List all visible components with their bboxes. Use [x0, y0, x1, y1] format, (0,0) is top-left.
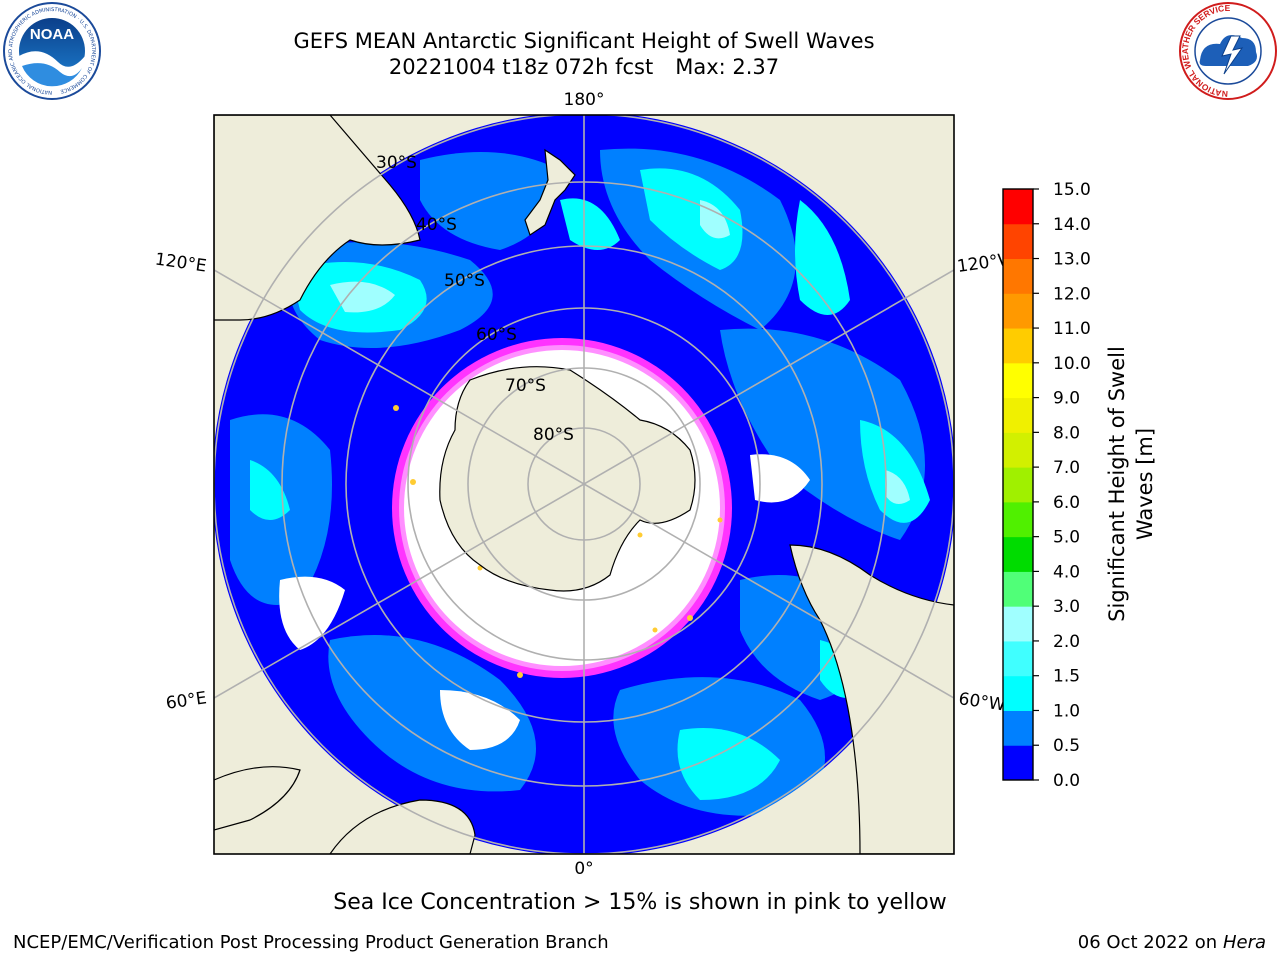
- colorbar-segment: [1003, 189, 1033, 225]
- colorbar-segment: [1003, 362, 1033, 399]
- colorbar-segment: [1003, 606, 1033, 642]
- date-host: Hera: [1222, 932, 1266, 953]
- colorbar-ticks: 0.0 0.5 1.0 1.5 2.0 3.0 4.0 5.0 6.0 7.0 8.0 9.0 10.0…: [1033, 180, 1091, 791]
- colorbar-segment: [1003, 328, 1033, 364]
- colorbar-tick-label: 12.0: [1053, 284, 1091, 304]
- colorbar-segment: [1003, 745, 1033, 781]
- date-text: 06 Oct 2022 on Hera: [1078, 932, 1266, 953]
- map-title: GEFS MEAN Antarctic Significant Height o…: [293, 29, 875, 53]
- sea-ice-high-concentration: [393, 405, 723, 678]
- colorbar-tick-label: 9.0: [1053, 389, 1080, 409]
- land-south-america: [789, 544, 954, 854]
- colorbar-segment: [1003, 640, 1033, 677]
- colorbar-tick-label: 10.0: [1053, 354, 1091, 374]
- colorbar-tick-label: 8.0: [1053, 423, 1080, 443]
- lat-label-80s: 80°S: [533, 425, 574, 445]
- sea-ice-caption: Sea Ice Concentration > 15% is shown in …: [333, 890, 947, 915]
- lon-label-180: 180°: [564, 90, 605, 110]
- land-new-zealand: [524, 148, 576, 236]
- credit-text: NCEP/EMC/Verification Post Processing Pr…: [13, 932, 609, 953]
- lon-label-120e: 120°E: [154, 250, 208, 277]
- colorbar-label-line2: Waves [m]: [1133, 428, 1157, 540]
- date-prefix: 06 Oct 2022 on: [1077, 932, 1223, 953]
- colorbar-frame: [1002, 188, 1034, 781]
- lon-label-60w: 60°W: [957, 689, 1006, 715]
- no-data-patches: [279, 454, 810, 750]
- noaa-logo-text: NOAA: [30, 26, 74, 43]
- colorbar-segment: [1003, 710, 1033, 746]
- lat-label-60s: 60°S: [476, 325, 517, 345]
- colorbar-segment: [1003, 675, 1033, 711]
- colorbar-segment: [1003, 258, 1033, 294]
- colorbar-segment: [1003, 397, 1033, 433]
- colorbar-tick-label: 13.0: [1053, 250, 1091, 270]
- meridian-60e-120w: [214, 269, 954, 699]
- colorbar-tick-label: 1.0: [1053, 701, 1080, 721]
- colorbar-label-line1: Significant Height of Swell: [1105, 346, 1129, 622]
- lat-label-30s: 30°S: [376, 153, 417, 173]
- colorbar-tick-label: 3.0: [1053, 597, 1080, 617]
- colorbar: [1003, 189, 1033, 781]
- colorbar-tick-label: 11.0: [1053, 319, 1091, 339]
- lat-label-50s: 50°S: [444, 271, 485, 291]
- colorbar-segment: [1003, 223, 1033, 260]
- latitude-labels: 30°S 40°S 50°S 60°S 70°S 80°S: [376, 153, 574, 445]
- colorbar-tick-label: 15.0: [1053, 180, 1091, 200]
- colorbar-segment: [1003, 571, 1033, 607]
- colorbar-segment: [1003, 293, 1033, 329]
- land-australia: [214, 115, 421, 321]
- swell-2-0-3-0m: [330, 200, 910, 504]
- map-subtitle: 20221004 t18z 072h fcst Max: 2.37: [0, 54, 1168, 80]
- colorbar-tick-label: 2.0: [1053, 632, 1080, 652]
- colorbar-tick-label: 5.0: [1053, 528, 1080, 548]
- map-panel: 30°S 40°S 50°S 60°S 70°S 80°S: [214, 115, 954, 854]
- forecast-date: 20221004 t18z 072h fcst: [388, 55, 654, 79]
- colorbar-segment: [1003, 467, 1033, 503]
- max-value: Max: 2.37: [675, 55, 780, 79]
- land-africa-tip: [214, 766, 301, 831]
- noaa-logo: NOAA NATIONAL OCEANIC AND ATMOSPHERIC AD…: [3, 2, 101, 100]
- graticule: [214, 115, 954, 854]
- colorbar-tick-label: 0.5: [1053, 736, 1080, 756]
- colorbar-segment: [1003, 501, 1033, 538]
- lon-label-60e: 60°E: [165, 688, 208, 713]
- colorbar-tick-label: 6.0: [1053, 493, 1080, 513]
- map-frame: [213, 114, 955, 855]
- land-antarctica: [439, 366, 696, 592]
- land-madagascar-region: [329, 799, 476, 854]
- colorbar-tick-label: 14.0: [1053, 215, 1091, 235]
- lat-label-70s: 70°S: [505, 376, 546, 396]
- colorbar-segment: [1003, 432, 1033, 468]
- lat-label-40s: 40°S: [416, 215, 457, 235]
- colorbar-tick-label: 1.5: [1053, 667, 1080, 687]
- colorbar-tick-label: 7.0: [1053, 458, 1080, 478]
- colorbar-tick-label: 4.0: [1053, 562, 1080, 582]
- land-masses: [214, 115, 954, 854]
- colorbar-tick-label: 0.0: [1053, 771, 1080, 791]
- nws-logo: NATIONAL WEATHER SERVICE: [1179, 2, 1277, 100]
- colorbar-segment: [1003, 536, 1033, 572]
- lon-label-0: 0°: [574, 859, 593, 879]
